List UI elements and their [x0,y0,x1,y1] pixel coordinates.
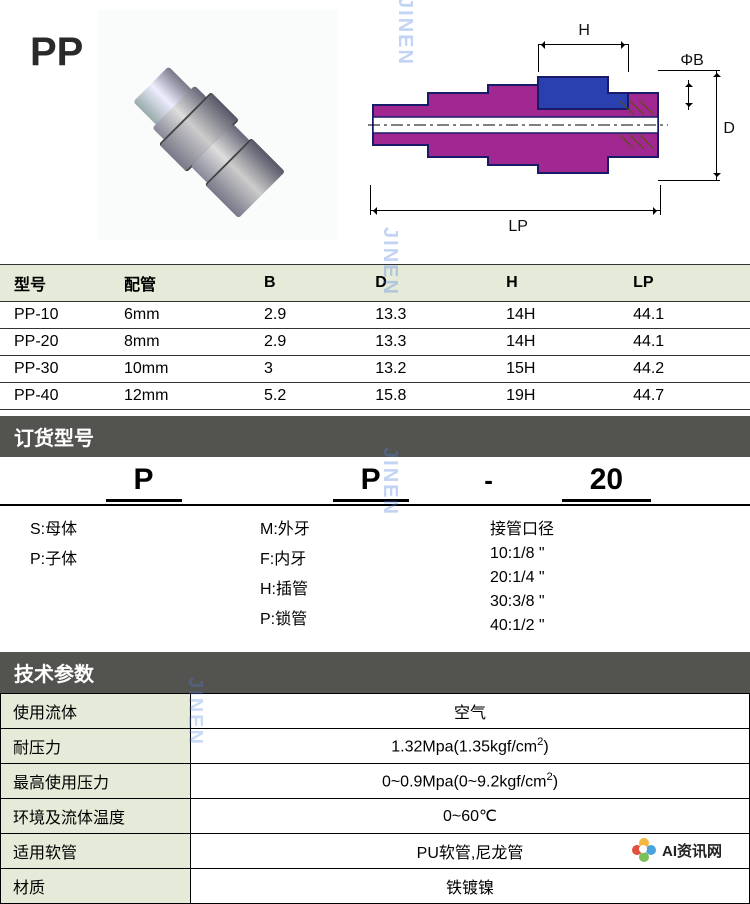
legend-item: P:子体 [30,542,260,572]
th-pipe: 配管 [110,265,250,302]
dimension-diagram: H ΦB D [368,10,730,260]
th-h: H [492,265,619,302]
table-cell: 44.7 [619,383,750,410]
table-cell: 2.9 [250,329,361,356]
table-cell: 13.3 [361,329,492,356]
dim-b-label: ΦB [680,52,703,70]
table-cell: 15H [492,356,619,383]
table-cell: 材质 [1,869,191,904]
table-cell: 10mm [110,356,250,383]
spec-header-row: 型号 配管 B D H LP [0,265,750,302]
th-lp: LP [619,265,750,302]
product-code: PP [30,30,83,260]
table-row: 最高使用压力0~0.9Mpa(0~9.2kgf/cm2) [1,764,750,799]
table-cell: 适用软管 [1,834,191,869]
table-cell: 19H [492,383,619,410]
order-section-title: 订货型号 [0,416,750,457]
table-cell: PP-10 [0,302,110,329]
table-cell: 空气 [191,694,750,729]
table-cell: 3 [250,356,361,383]
table-cell: 15.8 [361,383,492,410]
table-row: PP-208mm2.913.314H44.1 [0,329,750,356]
table-cell: 0~60℃ [191,799,750,834]
cross-section-icon [368,65,668,185]
table-cell: 耐压力 [1,729,191,764]
site-badge: AI资讯网 [624,835,730,865]
legend-item: 20:1/4 " [490,566,720,590]
legend-item: 接管口径 [490,512,720,542]
table-cell: 1.32Mpa(1.35kgf/cm2) [191,729,750,764]
table-cell: 12mm [110,383,250,410]
table-cell: 14H [492,302,619,329]
legend-item: S:母体 [30,512,260,542]
order-seg-1: P [106,463,182,502]
order-seg-2: P [333,463,409,502]
table-cell: 44.1 [619,329,750,356]
order-legend: S:母体P:子体 M:外牙F:内牙H:插管P:锁管 接管口径10:1/8 "20… [0,506,750,646]
table-cell: 14H [492,329,619,356]
legend-item: 40:1/2 " [490,614,720,638]
table-cell: 0~0.9Mpa(0~9.2kgf/cm2) [191,764,750,799]
table-row: 使用流体空气 [1,694,750,729]
dim-h-label: H [578,22,590,40]
table-cell: 铁镀镍 [191,869,750,904]
th-b: B [250,265,361,302]
legend-item: 30:3/8 " [490,590,720,614]
th-model: 型号 [0,265,110,302]
legend-item: 10:1/8 " [490,542,720,566]
table-cell: 44.1 [619,302,750,329]
order-code-row: P P - 20 [0,457,750,506]
table-cell: PP-30 [0,356,110,383]
table-row: 耐压力1.32Mpa(1.35kgf/cm2) [1,729,750,764]
badge-text: AI资讯网 [662,840,722,861]
dim-lp-label: LP [508,218,528,236]
table-row: 材质铁镀镍 [1,869,750,904]
legend-item: P:锁管 [260,602,490,632]
table-cell: 6mm [110,302,250,329]
order-dash: - [484,465,493,502]
product-photo [98,10,338,240]
table-row: 环境及流体温度0~60℃ [1,799,750,834]
table-row: PP-106mm2.913.314H44.1 [0,302,750,329]
order-seg-3: 20 [562,463,651,502]
table-cell: 环境及流体温度 [1,799,191,834]
table-cell: 13.3 [361,302,492,329]
legend-item: F:内牙 [260,542,490,572]
table-row: PP-3010mm313.215H44.2 [0,356,750,383]
table-cell: PP-20 [0,329,110,356]
dim-d-label: D [723,120,735,138]
legend-item: H:插管 [260,572,490,602]
table-cell: PP-40 [0,383,110,410]
table-cell: 5.2 [250,383,361,410]
table-cell: 44.2 [619,356,750,383]
flower-icon [632,838,656,862]
table-cell: 2.9 [250,302,361,329]
tech-section-title: 技术参数 [0,652,750,693]
table-cell: 使用流体 [1,694,191,729]
table-cell: 最高使用压力 [1,764,191,799]
table-row: PP-4012mm5.215.819H44.7 [0,383,750,410]
top-section: PP H ΦB D [0,0,750,260]
legend-item: M:外牙 [260,512,490,542]
table-cell: 13.2 [361,356,492,383]
spec-table: 型号 配管 B D H LP PP-106mm2.913.314H44.1PP-… [0,264,750,410]
tech-table: 使用流体空气耐压力1.32Mpa(1.35kgf/cm2)最高使用压力0~0.9… [0,693,750,904]
th-d: D [361,265,492,302]
table-cell: 8mm [110,329,250,356]
